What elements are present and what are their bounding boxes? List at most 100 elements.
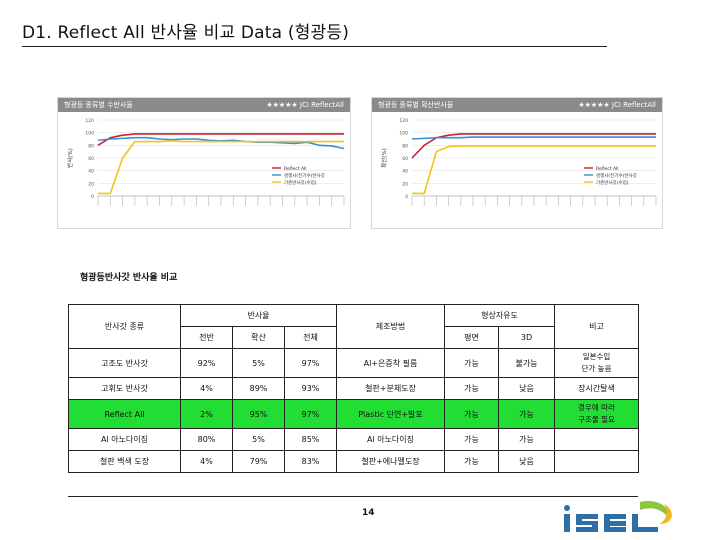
legend-label: Reflect All [596,166,619,172]
series-line [97,133,344,147]
table-cell-mirror: 4% [180,450,233,473]
table-cell-note [554,450,639,473]
table-cell-total: 83% [284,450,337,473]
header-note: 비고 [554,304,639,349]
header-total: 전체 [284,326,337,349]
table-cell-type: 철판 백색 도장 [68,450,181,473]
chart-header: 형광등 종류별 수반사율 ★★★★★ JCI ReflectAll [58,98,350,112]
table-cell-flat: 가능 [444,348,499,378]
series-line [98,140,344,195]
chart-header-title: 형광등 종류별 수반사율 [64,101,133,109]
table-body: 고조도 반사갓 92% 5% 97% Al+은증착 필름 가능 불가능 일본수입 단가 높음 고… [68,348,639,473]
y-tick-label: 0 [405,194,408,200]
table-cell-note: 경우에 따라 구조물 필요 [554,399,639,429]
table-cell-threed: 낮음 [498,450,555,473]
table-cell-note [554,428,639,451]
table-cell-diffuse: 95% [232,399,285,429]
table-cell-threed: 가능 [498,399,555,429]
header-3d: 3D [498,326,555,349]
header-mirror: 전반 [180,326,233,349]
y-tick-label: 100 [85,131,94,137]
table-row: 철판 백색 도장 4% 79% 83% 철판+에나멜도장 가능 낮음 [68,450,639,473]
header-diffuse: 확산 [232,326,285,349]
line-chart-specular: 반사(%) 0 20 40 60 80 100 120 Reflect All경쟁사(전기수)반… [66,118,345,206]
y-tick-label: 100 [399,131,408,137]
table-row: 고조도 반사갓 92% 5% 97% Al+은증착 필름 가능 불가능 일본수입 단가 높음 [68,348,639,378]
series-line [97,136,345,150]
legend-label: 기존반사갓(수입) [284,179,317,186]
table-cell-method: Al 아노다이징 [336,428,445,451]
table-cell-mirror: 92% [180,348,233,378]
table-cell-type: 고휘도 반사갓 [68,377,181,400]
table-cell-diffuse: 89% [232,377,285,400]
table-row: Reflect All 2% 95% 97% Plastic 단연+발포 가능 가능 경우에 … [68,399,639,429]
table-cell-mirror: 2% [180,399,233,429]
chart-header: 형광등 종류별 확산반사율 ★★★★★ JCI ReflectAll [372,98,662,112]
chart-panel-specular: 형광등 종류별 수반사율 ★★★★★ JCI ReflectAll 반사(%) 0… [58,98,350,228]
y-tick-label: 0 [91,194,94,200]
table-cell-total: 97% [284,399,337,429]
table-cell-diffuse: 5% [232,348,285,378]
isel-logo [564,500,672,532]
table-cell-type: Al 아노다이징 [68,428,181,451]
legend-label: 기존반사갓(수입) [596,179,629,186]
header-type: 반사갓 종류 [68,304,181,349]
chart-header-brand: ★★★★★ JCI ReflectAll [578,101,656,109]
table-row: Al 아노다이징 80% 5% 85% Al 아노다이징 가능 가능 [68,428,639,451]
chart-header-brand: ★★★★★ JCI ReflectAll [266,101,344,109]
y-tick-label: 120 [85,118,94,124]
logo-swirl-icon [640,500,672,524]
header-flat: 평면 [444,326,499,349]
table-cell-threed: 낮음 [498,377,555,400]
chart-header-title: 형광등 종류별 확산반사율 [378,101,454,109]
table-cell-type: 고조도 반사갓 [68,348,181,378]
y-tick-label: 60 [88,156,94,162]
table-cell-mirror: 4% [180,377,233,400]
table-cell-total: 85% [284,428,337,451]
table-cell-note: 일본수입 단가 높음 [554,348,639,378]
table-cell-threed: 불가능 [498,348,555,378]
y-tick-label: 40 [88,169,94,175]
y-tick-label: 40 [402,169,408,175]
line-chart-diffuse: 확산(%) 0 20 40 60 80 100 120 Reflect All경쟁사(전기수)반… [380,118,657,206]
page-number: 14 [362,508,375,518]
series-line [411,136,656,140]
table-cell-diffuse: 79% [232,450,285,473]
table-cell-method: 철판+분체도장 [336,377,445,400]
y-tick-label: 80 [402,143,408,149]
y-tick-label: 20 [88,181,94,187]
y-tick-label: 60 [402,156,408,162]
table-cell-flat: 가능 [444,399,499,429]
table-cell-flat: 가능 [444,428,499,451]
comparison-table: 반사갓 종류 반사율 제조방법 형상자유도 비고 전반 확산 전체 평면 3D … [68,304,639,473]
series-line [412,145,656,195]
table-cell-type: Reflect All [68,399,181,429]
legend-label: 경쟁사(전기수)반사갓 [596,172,637,179]
header-method: 제조방법 [336,304,445,349]
y-tick-label: 120 [399,118,408,124]
table-cell-method: Plastic 단연+발포 [336,399,445,429]
table-cell-diffuse: 5% [232,428,285,451]
legend-label: Reflect All [284,166,307,172]
table-header-row: 반사갓 종류 반사율 제조방법 형상자유도 비고 [68,304,639,349]
table-cell-mirror: 80% [180,428,233,451]
series-line [411,133,656,159]
title-divider [22,46,607,47]
table-cell-threed: 가능 [498,428,555,451]
y-tick-label: 20 [402,181,408,187]
footer-divider [68,496,638,497]
table-cell-method: 철판+에나멜도장 [336,450,445,473]
table-cell-flat: 가능 [444,377,499,400]
table-cell-method: Al+은증착 필름 [336,348,445,378]
header-formable: 형상자유도 [444,304,555,327]
table-row: 고휘도 반사갓 4% 89% 93% 철판+분체도장 가능 낮음 장시간탈색 [68,377,639,400]
legend-label: 경쟁사(전기수)반사갓 [284,172,325,179]
header-reflectance: 반사율 [180,304,337,327]
table-cell-flat: 가능 [444,450,499,473]
table-cell-total: 97% [284,348,337,378]
page-title: D1. Reflect All 반사율 비교 Data (형광등) [22,23,350,43]
logo-wordmark [564,505,658,532]
y-axis-label: 확산(%) [380,148,388,168]
table-cell-note: 장시간탈색 [554,377,639,400]
chart-panel-diffuse: 형광등 종류별 확산반사율 ★★★★★ JCI ReflectAll 확산(%)… [372,98,662,228]
